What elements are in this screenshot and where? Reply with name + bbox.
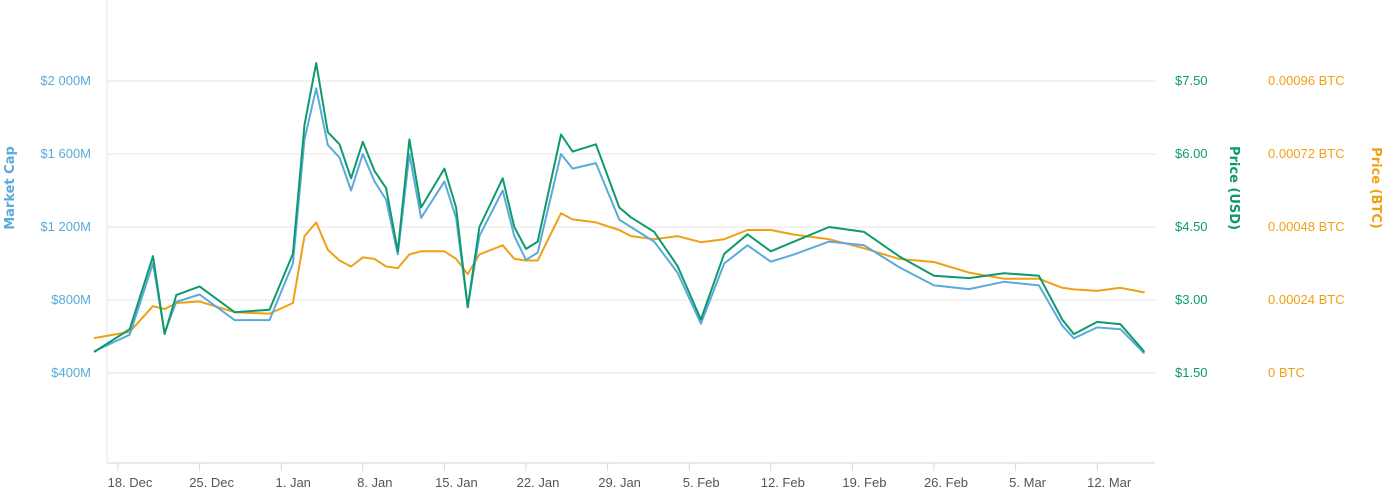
x-tick-label: 26. Feb <box>924 475 968 490</box>
y-tick-label: $1.50 <box>1175 365 1208 380</box>
y-tick-label: 0.00024 BTC <box>1268 292 1345 307</box>
x-tick-label: 29. Jan <box>598 475 641 490</box>
y-tick-label: $1 200M <box>40 219 91 234</box>
x-tick-label: 19. Feb <box>842 475 886 490</box>
y-tick-label: $6.00 <box>1175 146 1208 161</box>
x-tick-label: 12. Mar <box>1087 475 1132 490</box>
axis-title-price-btc: Price (BTC) <box>1368 147 1383 229</box>
series-line-market-cap <box>93 87 1145 354</box>
x-tick-label: 18. Dec <box>108 475 153 490</box>
y-tick-label: $3.00 <box>1175 292 1208 307</box>
y-axis-price-btc: 0 BTC 0.00024 BTC 0.00048 BTC 0.00072 BTC 0.… <box>1268 73 1345 380</box>
y-axis-market-cap: $400M $800M $1 200M $1 600M $2 000M <box>40 73 91 380</box>
series-line-price-usd <box>93 62 1145 353</box>
x-tick-label: 15. Jan <box>435 475 478 490</box>
y-tick-label: 0 BTC <box>1268 365 1305 380</box>
y-tick-label: $400M <box>51 365 91 380</box>
x-tick-label: 8. Jan <box>357 475 392 490</box>
x-tick-label: 5. Mar <box>1009 475 1047 490</box>
y-axis-price-usd: $1.50 $3.00 $4.50 $6.00 $7.50 <box>1175 73 1208 380</box>
series-layer <box>93 62 1145 354</box>
series-line-price-btc <box>93 212 1145 339</box>
y-tick-label: $800M <box>51 292 91 307</box>
y-tick-label: 0.00096 BTC <box>1268 73 1345 88</box>
y-tick-label: $1 600M <box>40 146 91 161</box>
grid-lines <box>106 0 1155 464</box>
x-tick-label: 12. Feb <box>761 475 805 490</box>
y-tick-label: $2 000M <box>40 73 91 88</box>
x-tick-label: 5. Feb <box>683 475 720 490</box>
y-tick-label: $7.50 <box>1175 73 1208 88</box>
x-tick-label: 22. Jan <box>517 475 560 490</box>
y-tick-label: 0.00048 BTC <box>1268 219 1345 234</box>
y-tick-label: 0.00072 BTC <box>1268 146 1345 161</box>
x-tick-label: 1. Jan <box>275 475 310 490</box>
y-tick-label: $4.50 <box>1175 219 1208 234</box>
x-tick-label: 25. Dec <box>189 475 234 490</box>
axis-title-price-usd: Price (USD) <box>1226 146 1241 230</box>
axis-title-market-cap: Market Cap <box>3 146 18 230</box>
x-axis: 18. Dec 25. Dec 1. Jan 8. Jan 15. Jan 22. Jan… <box>108 463 1132 490</box>
